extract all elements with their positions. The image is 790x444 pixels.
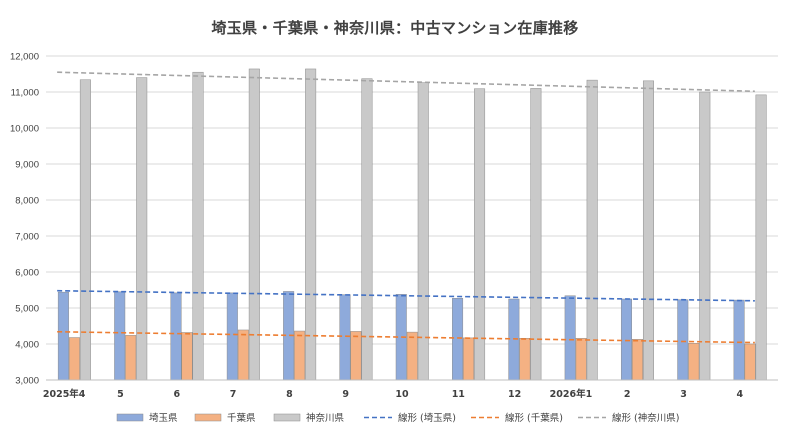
bar-saitama <box>57 291 69 381</box>
y-tick-label: 3,000 <box>15 376 39 387</box>
legend-label: 埼玉県 <box>149 412 178 424</box>
bar-kanagawa <box>361 78 373 381</box>
x-tick-label: 11 <box>452 389 465 400</box>
bar-kanagawa <box>474 88 486 381</box>
x-tick-label: 6 <box>173 389 180 400</box>
y-tick-label: 7,000 <box>15 232 39 243</box>
x-tick-label: 2025年4 <box>43 388 86 400</box>
legend-label: 千葉県 <box>227 412 256 424</box>
bar-saitama <box>226 292 238 381</box>
x-tick-label: 8 <box>286 389 293 400</box>
legend-label: 線形 (埼玉県) <box>398 412 456 424</box>
x-tick-label: 3 <box>680 389 687 400</box>
bar-chiba <box>688 343 700 381</box>
legend-swatch <box>273 413 301 422</box>
y-tick-label: 9,000 <box>15 160 39 171</box>
y-tick-label: 10,000 <box>10 124 39 135</box>
bar-kanagawa <box>248 68 260 381</box>
bar-kanagawa <box>642 80 654 381</box>
bar-kanagawa <box>305 68 317 381</box>
bar-chiba <box>237 329 249 381</box>
legend-swatch <box>116 413 144 422</box>
y-tick-label: 5,000 <box>15 304 39 315</box>
x-tick-label: 2 <box>624 389 631 400</box>
y-tick-label: 12,000 <box>10 52 39 63</box>
x-tick-label: 9 <box>342 389 349 400</box>
bar-chiba <box>125 335 137 381</box>
legend: 埼玉県 千葉県 神奈川県 線形 (埼玉県) 線形 (千葉県) 線形 (神奈川県) <box>116 412 679 424</box>
bar-saitama <box>733 299 745 381</box>
x-tick-label: 7 <box>230 389 237 400</box>
bar-kanagawa <box>136 77 148 381</box>
bar-chiba <box>181 332 193 381</box>
bar-chiba <box>350 331 362 381</box>
bar-chiba <box>406 331 418 381</box>
bar-saitama <box>114 291 126 381</box>
bar-chiba <box>575 337 587 381</box>
bar-chiba <box>631 339 643 381</box>
bar-kanagawa <box>417 82 429 381</box>
grid-lines <box>46 55 778 381</box>
bar-saitama <box>564 295 576 381</box>
chart-title: 埼玉県・千葉県・神奈川県：中古マンション在庫推移 <box>211 19 579 37</box>
bar-kanagawa <box>699 91 711 381</box>
bar-chiba <box>744 343 756 381</box>
legend-label: 神奈川県 <box>306 412 345 424</box>
trendline-saitama <box>57 289 755 302</box>
bar-kanagawa <box>586 79 598 381</box>
y-tick-label: 8,000 <box>15 196 39 207</box>
axes-group: 3,000 4,000 5,000 6,000 7,000 8,000 9,000 10,00… <box>10 52 778 400</box>
bar-saitama <box>452 298 464 381</box>
bar-kanagawa <box>755 94 767 381</box>
legend-label: 線形 (神奈川県) <box>612 412 679 424</box>
bar-saitama <box>677 299 689 381</box>
bar-chiba <box>294 330 306 381</box>
trendline-kanagawa <box>57 71 755 93</box>
bar-kanagawa <box>530 88 542 381</box>
legend-label: 線形 (千葉県) <box>505 412 563 424</box>
bar-chiba <box>463 337 475 381</box>
trendlines-group <box>57 71 755 344</box>
x-tick-label: 12 <box>508 389 521 400</box>
trendline-chiba <box>57 330 755 344</box>
bar-saitama <box>339 294 351 381</box>
x-tick-label: 10 <box>395 389 409 400</box>
y-tick-label: 6,000 <box>15 268 39 279</box>
bar-chiba <box>68 337 80 381</box>
bar-saitama <box>620 298 632 381</box>
x-tick-label: 2026年1 <box>550 388 593 400</box>
x-tick-label: 4 <box>737 389 744 400</box>
bar-chiba <box>519 337 531 381</box>
bar-saitama <box>170 292 182 381</box>
x-tick-label: 5 <box>117 389 124 400</box>
bar-kanagawa <box>79 79 91 381</box>
y-tick-label: 4,000 <box>15 340 39 351</box>
legend-swatch <box>194 413 222 422</box>
y-tick-label: 11,000 <box>11 88 39 99</box>
